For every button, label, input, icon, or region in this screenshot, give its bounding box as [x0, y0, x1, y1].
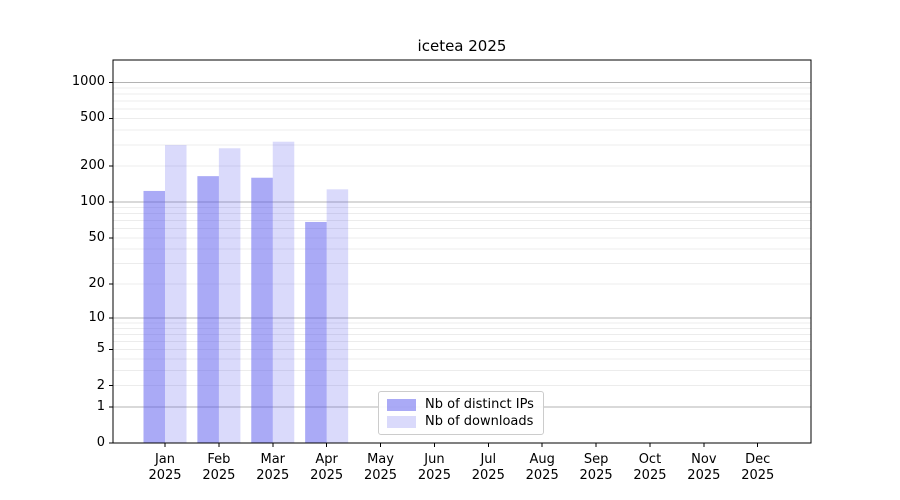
y-tick-label: 10 — [88, 309, 105, 325]
y-tick-label: 1 — [96, 398, 105, 414]
y-tick-label: 20 — [88, 276, 105, 292]
x-tick-label: Feb 2025 — [202, 452, 236, 483]
bar-distinct-ips-apr — [305, 221, 327, 443]
y-tick-label: 500 — [80, 110, 105, 126]
bar-downloads-feb — [218, 148, 241, 443]
axes-frame — [112, 59, 812, 444]
x-tick-label: Dec 2025 — [741, 452, 775, 483]
legend-item-downloads: Nb of downloads — [387, 413, 535, 430]
x-tick-label: Apr 2025 — [310, 452, 344, 483]
y-tick-label: 50 — [88, 229, 105, 245]
x-tick-label: Jan 2025 — [148, 452, 182, 483]
y-tick-label: 100 — [80, 194, 105, 210]
legend-swatch-downloads — [387, 415, 416, 428]
y-tick-label: 0 — [96, 435, 105, 450]
legend-label-downloads: Nb of downloads — [425, 414, 534, 429]
x-tick-label: May 2025 — [363, 452, 398, 483]
y-tick-label: 200 — [80, 158, 105, 174]
legend-label-distinct-ips: Nb of distinct IPs — [425, 397, 534, 412]
legend: Nb of distinct IPs Nb of downloads — [378, 391, 544, 435]
bar-distinct-ips-feb — [197, 176, 219, 443]
y-tick-label: 5 — [96, 341, 105, 357]
x-tick-label: Oct 2025 — [633, 452, 667, 483]
legend-item-distinct-ips: Nb of distinct IPs — [387, 396, 535, 413]
x-tick-label: Jul 2025 — [471, 452, 505, 483]
chart-title: icetea 2025 — [417, 37, 507, 55]
y-tick-label: 1000 — [71, 74, 105, 90]
legend-swatch-distinct-ips — [387, 398, 416, 411]
y-tick-label: 2 — [96, 377, 105, 393]
bar-downloads-jan — [165, 145, 187, 444]
x-tick-label: Sep 2025 — [579, 452, 613, 483]
x-tick-label: Jun 2025 — [417, 452, 451, 483]
x-tick-label: Aug 2025 — [525, 452, 559, 483]
x-tick-label: Mar 2025 — [256, 452, 290, 483]
bar-downloads-mar — [272, 141, 295, 444]
bar-distinct-ips-jan — [143, 190, 165, 443]
bar-distinct-ips-mar — [251, 177, 273, 443]
bar-downloads-apr — [326, 189, 349, 443]
x-tick-label: Nov 2025 — [687, 452, 721, 483]
